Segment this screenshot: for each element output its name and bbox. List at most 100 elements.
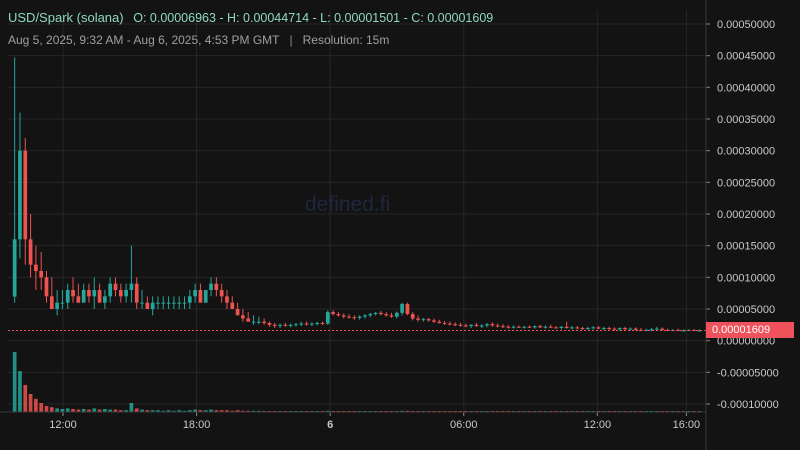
candle-body	[448, 323, 452, 325]
volume-bar	[161, 410, 166, 412]
candle-body	[681, 330, 686, 332]
candle-body	[432, 320, 436, 322]
candle-body	[145, 302, 150, 309]
candle-body	[60, 302, 65, 304]
candle-body	[453, 324, 458, 326]
candle-body	[219, 290, 224, 297]
volume-bar	[172, 410, 176, 412]
candle-body	[665, 329, 670, 331]
volume-bar	[140, 409, 144, 412]
candle-body	[532, 326, 537, 328]
candle-body	[235, 309, 240, 316]
volume-bar	[219, 410, 224, 412]
y-tick-label: 0.00020000	[717, 209, 775, 221]
volume-bar	[150, 410, 155, 412]
candle-body	[12, 239, 17, 297]
candle-body	[389, 315, 394, 317]
candle-body	[490, 324, 495, 326]
candle-body	[140, 302, 144, 304]
candle-body	[193, 290, 197, 297]
candle-body	[586, 328, 590, 329]
last-price-tag: 0.00001609	[706, 322, 794, 338]
volume-bar	[71, 409, 75, 412]
candle-body	[421, 319, 426, 321]
candle-body	[71, 290, 75, 297]
price-axis[interactable]: 0.00050000 0.00045000 0.00040000 0.00035000…	[705, 0, 779, 450]
candle-body	[580, 328, 585, 329]
y-tick-label: 0.00030000	[717, 146, 775, 158]
volume-bar	[203, 410, 208, 412]
time-axis[interactable]: 12:00 18:00 6 06:00 12:00 16:00	[0, 411, 706, 431]
volume-bar	[65, 408, 70, 412]
candle-body	[559, 326, 564, 328]
candle-body	[676, 329, 680, 331]
candle-body	[177, 302, 182, 304]
candle-body	[310, 323, 314, 325]
candle-body	[352, 317, 357, 319]
volume-bar	[34, 398, 38, 412]
watermark-logo: defined.fi	[305, 193, 391, 216]
candle-body	[172, 302, 176, 304]
candle-body	[65, 290, 70, 303]
candle-body	[92, 290, 97, 297]
volume-bar	[87, 409, 91, 412]
volume-bar	[214, 410, 219, 412]
candle-body	[150, 302, 155, 309]
volume-bar	[187, 410, 192, 412]
candle-body	[267, 322, 272, 325]
candle-body	[241, 315, 245, 319]
candle-body	[570, 327, 574, 329]
candle-body	[469, 324, 473, 327]
candle-body	[379, 312, 383, 315]
candle-body	[548, 326, 553, 328]
candle-body	[209, 283, 213, 290]
candle-body	[501, 326, 505, 328]
candle-body	[39, 271, 44, 278]
candle-body	[410, 314, 415, 319]
candle-body	[230, 302, 235, 309]
y-tick-label: 0.00010000	[717, 272, 775, 284]
candle-body	[394, 312, 399, 317]
volume-bar	[256, 410, 261, 412]
candle-body	[331, 312, 335, 315]
candle-body	[591, 327, 596, 329]
candle-body	[697, 330, 702, 332]
x-tick-label: 06:00	[450, 419, 478, 431]
candle-body	[596, 327, 601, 329]
y-tick-label: 0.00035000	[717, 114, 775, 126]
candle-body	[161, 302, 166, 304]
volume-bar	[124, 410, 128, 412]
volume-bar	[405, 410, 410, 412]
volume-bar	[12, 352, 17, 412]
candle-body	[660, 328, 665, 330]
subtitle-separator: |	[289, 33, 293, 47]
candle-body	[522, 326, 527, 328]
y-tick-label: 0.00025000	[717, 177, 775, 189]
candle-body	[416, 318, 420, 320]
volume-bar	[81, 409, 86, 412]
chart-subtitle: Aug 5, 2025, 9:32 AM - Aug 6, 2025, 4:53…	[8, 33, 389, 47]
candle-body	[214, 283, 219, 290]
candle-body	[203, 290, 208, 303]
candle-body	[506, 326, 511, 328]
candle-body	[251, 321, 256, 323]
candle-body	[325, 312, 330, 324]
volume-bar	[225, 410, 229, 412]
candle-body	[124, 290, 128, 297]
candle-body	[97, 290, 102, 303]
volume-bar	[145, 410, 150, 412]
volume-bar	[230, 410, 235, 412]
candle-body	[628, 328, 633, 330]
y-tick-label: -0.00005000	[717, 367, 779, 379]
volume-bar	[166, 410, 171, 412]
candle-body	[405, 303, 410, 315]
candle-body	[538, 326, 542, 328]
candle-body	[156, 302, 160, 304]
candle-body	[633, 328, 638, 330]
candle-body	[81, 290, 86, 303]
candle-body	[28, 239, 33, 265]
candle-body	[517, 326, 521, 328]
volume-bar	[23, 385, 28, 412]
candle-body	[49, 296, 54, 309]
candle-body	[18, 150, 22, 240]
